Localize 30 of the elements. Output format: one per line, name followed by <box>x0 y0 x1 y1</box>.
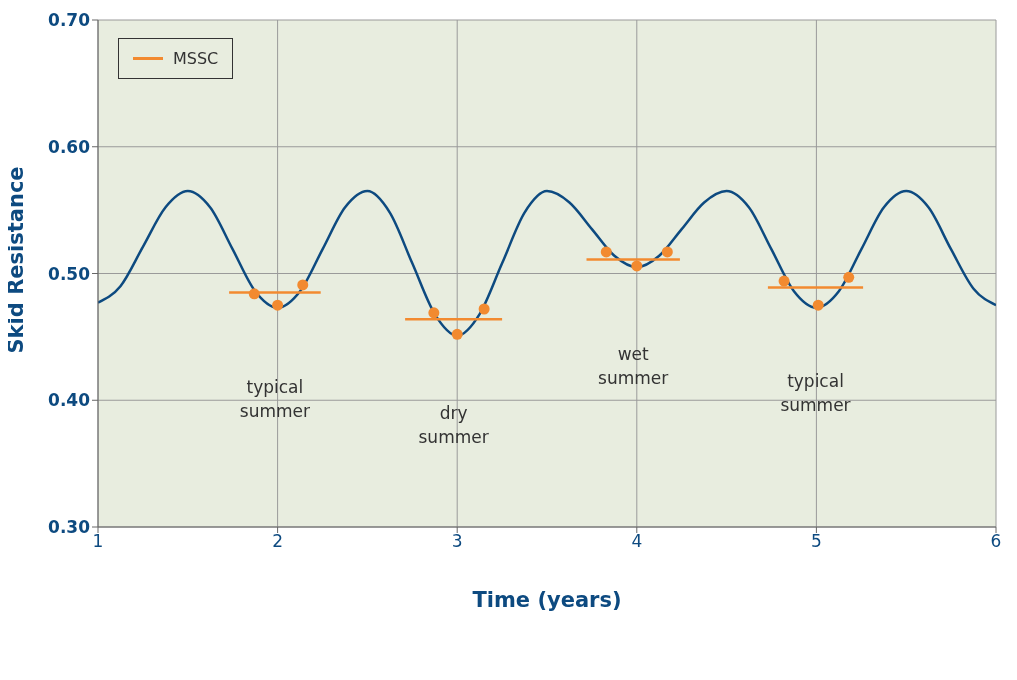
annotation: dry summer <box>418 403 489 448</box>
x-axis-title: Time (years) <box>472 588 622 612</box>
x-tick-label: 3 <box>451 531 463 552</box>
y-axis-title: Skid Resistance <box>4 166 29 354</box>
point <box>843 271 855 283</box>
y-tick-label: 0.70 <box>48 10 91 31</box>
point <box>661 246 673 258</box>
point <box>428 307 440 319</box>
x-tick-label: 4 <box>631 531 643 552</box>
x-tick-label: 5 <box>810 531 822 552</box>
y-tick-label: 0.40 <box>48 390 91 411</box>
point <box>248 288 260 300</box>
legend-label: MSSC <box>173 49 219 68</box>
annotation: typical summer <box>780 371 851 416</box>
y-tick-label: 0.50 <box>48 263 91 284</box>
point <box>297 279 309 291</box>
point <box>600 246 612 258</box>
x-tick-label: 1 <box>92 531 104 552</box>
annotation: typical summer <box>239 376 311 421</box>
point <box>478 303 490 315</box>
point <box>812 299 824 311</box>
annotation: wet summer <box>598 343 669 388</box>
point <box>778 275 790 287</box>
y-tick-label: 0.60 <box>48 136 91 157</box>
point <box>631 260 643 272</box>
x-tick-label: 6 <box>990 531 1002 552</box>
point <box>451 328 463 340</box>
point <box>272 299 284 311</box>
x-tick-label: 2 <box>272 531 284 552</box>
y-tick-label: 0.30 <box>48 517 91 538</box>
